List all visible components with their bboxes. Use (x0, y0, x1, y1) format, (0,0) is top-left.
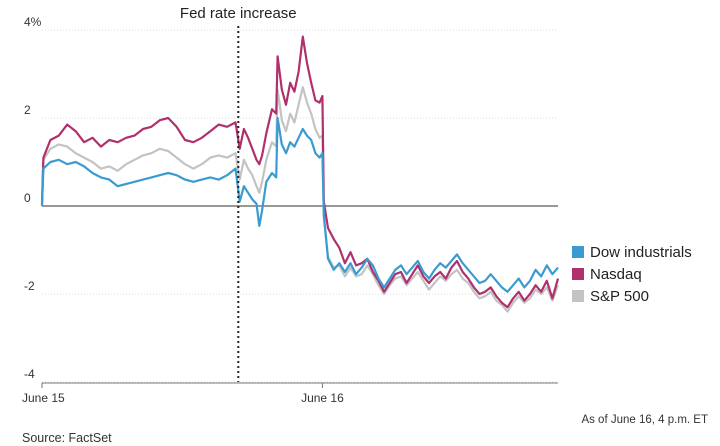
as-of-note: As of June 16, 4 p.m. ET (581, 414, 708, 426)
legend-swatch-dow-industrials (572, 246, 584, 258)
legend-label-s-p-500: S&P 500 (590, 288, 649, 305)
legend-swatch-s-p-500 (572, 290, 584, 302)
x-tick-label: June 15 (22, 391, 65, 405)
series-line-s-p-500 (40, 86, 560, 313)
y-tick-label: -2 (24, 279, 35, 293)
series-line-dow-industrials (40, 116, 559, 293)
grid (42, 29, 558, 383)
y-tick-label: -4 (24, 367, 35, 381)
x-tick-label: June 16 (301, 391, 344, 405)
legend-label-dow-industrials: Dow industrials (590, 244, 692, 261)
y-tick-label: 4% (24, 15, 42, 29)
y-tick-label: 0 (24, 191, 31, 205)
x-axis: June 15 June 16 (22, 382, 558, 405)
fed-rate-annotation: Fed rate increase (180, 5, 297, 382)
legend-swatch-nasdaq (572, 268, 584, 280)
y-axis-labels: 4% 2 0 -2 -4 (24, 15, 42, 381)
series-lines (40, 35, 560, 313)
legend: Dow industrials Nasdaq S&P 500 (572, 244, 692, 305)
legend-label-nasdaq: Nasdaq (590, 266, 642, 283)
y-tick-label: 2 (24, 103, 31, 117)
series-line-nasdaq (40, 35, 560, 309)
annotation-label: Fed rate increase (180, 5, 297, 22)
source-note: Source: FactSet (22, 431, 112, 445)
